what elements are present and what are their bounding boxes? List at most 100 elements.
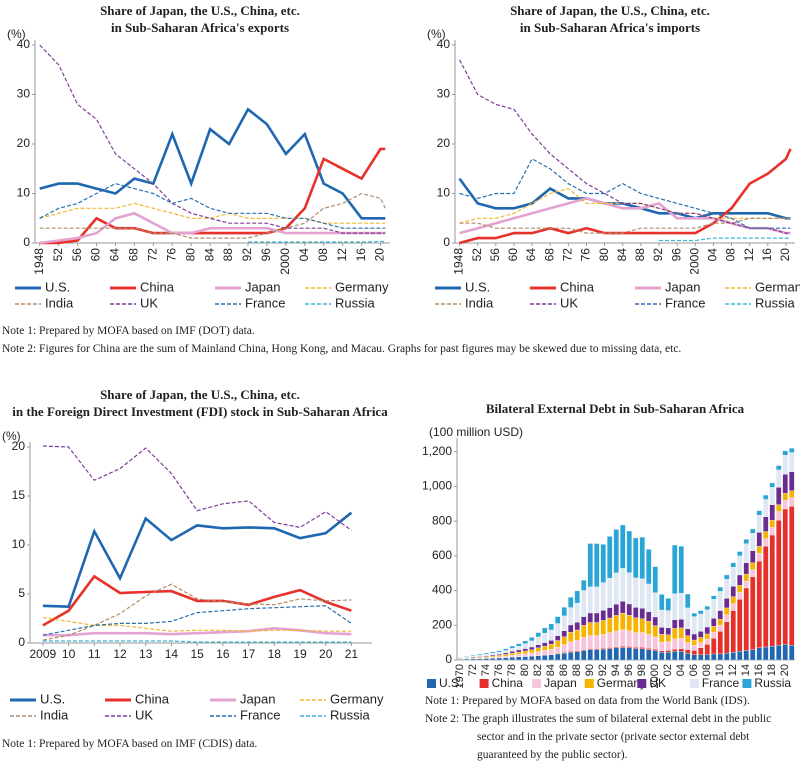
x-tick-label: 14 bbox=[165, 647, 179, 661]
legend-label: Germany bbox=[330, 691, 384, 706]
x-tick-label: 80 bbox=[519, 664, 531, 676]
bar-segment bbox=[763, 546, 768, 647]
bar-segment bbox=[620, 646, 625, 647]
bar-segment bbox=[588, 650, 593, 660]
x-tick-label: 94 bbox=[610, 664, 622, 676]
bar-segment bbox=[484, 657, 489, 658]
trade-notes: Note 1: Prepared by MOFA based on IMF (D… bbox=[2, 322, 792, 358]
x-tick-label: 2000 bbox=[278, 248, 292, 275]
bar-segment bbox=[614, 631, 619, 647]
bar-segment bbox=[529, 650, 534, 653]
bar-segment bbox=[776, 520, 781, 645]
bar-segment bbox=[555, 647, 560, 653]
bar-segment bbox=[503, 653, 508, 654]
chart-title: in the Foreign Direct Investment (FDI) s… bbox=[12, 404, 388, 419]
bar-segment bbox=[698, 655, 703, 660]
bar-segment bbox=[523, 657, 528, 660]
bar-segment bbox=[750, 533, 755, 550]
bar-segment bbox=[627, 531, 632, 573]
bar-segment bbox=[679, 546, 684, 593]
bar-segment bbox=[646, 549, 651, 584]
bar-segment bbox=[464, 657, 469, 658]
x-tick-label: 12 bbox=[727, 664, 739, 676]
bar-segment bbox=[672, 594, 677, 620]
bar-segment bbox=[705, 655, 710, 660]
x-tick-label: 74 bbox=[480, 664, 492, 676]
bar-segment bbox=[737, 552, 742, 556]
bar-segment bbox=[685, 608, 690, 629]
bar-segment bbox=[620, 568, 625, 601]
bar-segment bbox=[672, 639, 677, 649]
x-tick-label: 08 bbox=[701, 664, 713, 676]
bar-segment bbox=[607, 536, 612, 578]
bar-segment bbox=[601, 544, 606, 582]
bar-segment bbox=[627, 646, 632, 647]
bar-segment bbox=[646, 648, 651, 649]
bar-segment bbox=[731, 652, 736, 660]
bar-segment bbox=[471, 659, 476, 660]
bar-segment bbox=[757, 648, 762, 660]
x-tick-label: 17 bbox=[242, 647, 256, 661]
bar-segment bbox=[718, 625, 723, 631]
bar-segment bbox=[555, 654, 560, 660]
bar-segment bbox=[536, 633, 541, 637]
y-tick-label: 5 bbox=[18, 586, 25, 600]
bar-segment bbox=[750, 563, 755, 570]
bar-segment bbox=[737, 585, 742, 592]
bar-segment bbox=[705, 634, 710, 639]
x-tick-label: 56 bbox=[70, 248, 84, 262]
y-tick-label: 1,200 bbox=[422, 444, 452, 458]
x-tick-label: 88 bbox=[221, 248, 235, 262]
bar-segment bbox=[672, 545, 677, 594]
x-tick-label: 13 bbox=[139, 647, 153, 661]
bar-segment bbox=[692, 617, 697, 634]
bar-segment bbox=[536, 645, 541, 648]
bar-segment bbox=[510, 648, 515, 651]
bar-segment bbox=[744, 539, 749, 543]
x-tick-label: 20 bbox=[778, 248, 792, 262]
bar-segment bbox=[711, 654, 716, 660]
bar-segment bbox=[542, 628, 547, 633]
bar-segment bbox=[568, 608, 573, 625]
note: Note 2: The graph illustrates the sum of… bbox=[425, 710, 795, 764]
bar-segment bbox=[497, 657, 502, 658]
bar-segment bbox=[666, 628, 671, 635]
x-tick-label: 92 bbox=[651, 248, 665, 262]
bar-segment bbox=[776, 645, 781, 660]
bar-segment bbox=[581, 625, 586, 637]
series-line bbox=[43, 618, 352, 632]
bar-segment bbox=[757, 561, 762, 648]
bar-segment bbox=[679, 619, 684, 628]
bar-segment bbox=[601, 649, 606, 660]
bar-segment bbox=[672, 620, 677, 629]
bar-segment bbox=[523, 654, 528, 656]
bar-segment bbox=[620, 601, 625, 613]
legend-label: U.S. bbox=[40, 691, 65, 706]
bar-segment bbox=[789, 472, 794, 491]
bar-segment bbox=[594, 587, 599, 613]
x-tick-label: 16 bbox=[354, 248, 368, 262]
legend-label: Japan bbox=[665, 279, 700, 294]
bar-segment bbox=[497, 655, 502, 656]
legend-label: Russia bbox=[755, 295, 796, 310]
bar-segment bbox=[529, 653, 534, 656]
bar-segment bbox=[757, 553, 762, 561]
bar-segment bbox=[757, 532, 762, 546]
bar-segment bbox=[724, 653, 729, 660]
chart-title: Share of Japan, the U.S., China, etc. bbox=[100, 3, 300, 18]
series-line bbox=[40, 45, 386, 233]
bar-segment bbox=[601, 583, 606, 611]
bar-segment bbox=[783, 451, 788, 455]
bar-segment bbox=[770, 646, 775, 660]
x-tick-label: 1948 bbox=[32, 248, 46, 275]
bar-segment bbox=[705, 644, 710, 654]
x-tick-label: 12 bbox=[335, 248, 349, 262]
y-tick-label: 10 bbox=[12, 537, 26, 551]
series-line bbox=[659, 238, 791, 240]
bar-segment bbox=[614, 604, 619, 615]
bar-segment bbox=[737, 651, 742, 660]
x-tick-label: 84 bbox=[545, 664, 557, 676]
bar-segment bbox=[659, 610, 664, 627]
x-tick-label: 76 bbox=[579, 248, 593, 262]
